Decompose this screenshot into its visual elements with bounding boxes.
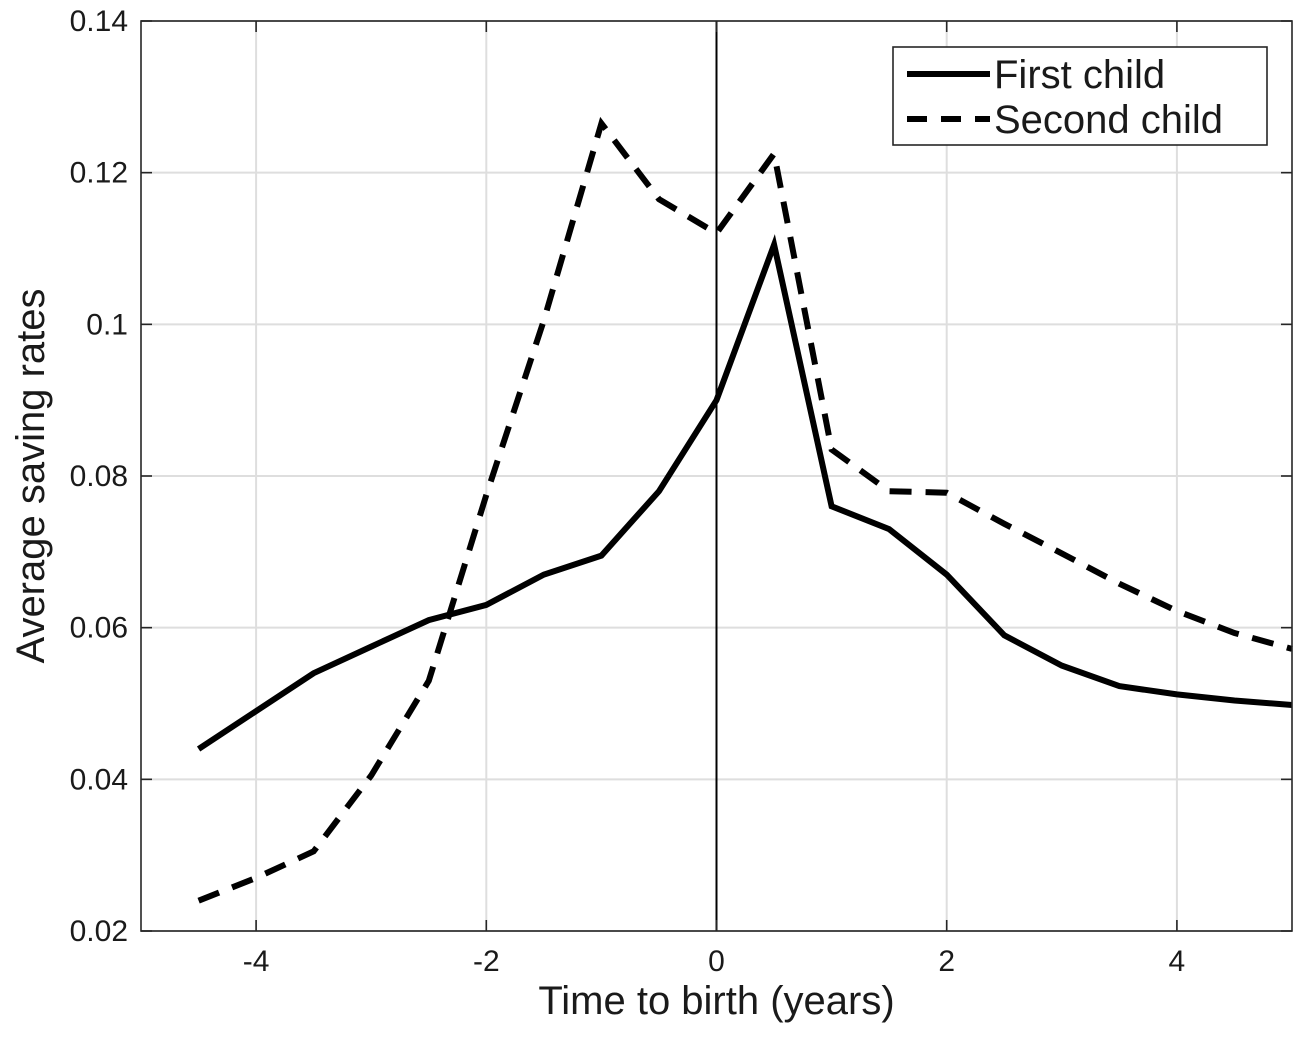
x-tick-label: 0 — [708, 945, 725, 978]
y-tick-label: 0.08 — [70, 460, 128, 493]
y-axis-label: Average saving rates — [9, 288, 53, 663]
x-tick-label: -2 — [473, 945, 500, 978]
y-tick-label: 0.1 — [86, 308, 128, 341]
y-tick-label: 0.12 — [70, 157, 128, 190]
y-tick-label: 0.04 — [70, 763, 128, 796]
x-tick-label: 2 — [938, 945, 955, 978]
x-axis-label: Time to birth (years) — [538, 979, 894, 1023]
legend: First child Second child — [893, 47, 1267, 145]
x-tick-label: -4 — [243, 945, 270, 978]
legend-label-first-child: First child — [994, 53, 1165, 97]
y-tick-label: 0.06 — [70, 612, 128, 645]
y-tick-label: 0.14 — [70, 5, 128, 38]
x-tick-label: 4 — [1169, 945, 1186, 978]
legend-label-second-child: Second child — [994, 98, 1223, 142]
y-tick-label: 0.02 — [70, 915, 128, 948]
